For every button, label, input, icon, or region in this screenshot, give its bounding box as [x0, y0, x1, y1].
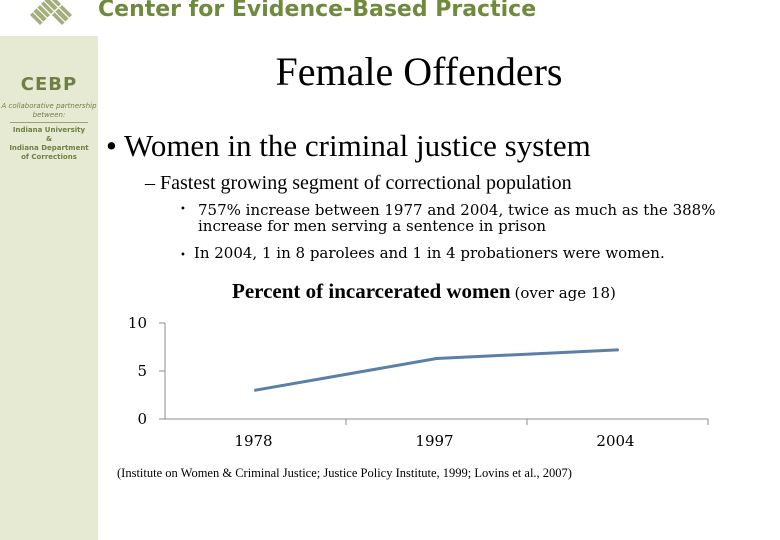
sidebar-logo: CEBP	[20, 74, 78, 95]
sidebar-partners: Indiana University & Indiana Department …	[9, 126, 89, 161]
org-name: Center for Evidence-Based Practice	[98, 0, 537, 22]
sidebar: CEBP A collaborative partnership between…	[0, 36, 98, 540]
bullet-level-1: • Women in the criminal justice system	[106, 128, 591, 163]
header-bar: Center for Evidence-Based Practice	[0, 0, 780, 34]
bullet-level-2: – Fastest growing segment of correctiona…	[145, 172, 572, 194]
x-tick-label: 1978	[234, 432, 272, 450]
chart-title-subtitle: (over age 18)	[514, 284, 616, 302]
series-point	[616, 348, 619, 352]
series-point	[435, 357, 438, 361]
y-tick-label: 5	[137, 362, 147, 380]
y-tick-label: 0	[137, 410, 147, 428]
x-tick-label: 2004	[596, 432, 634, 450]
series-line	[255, 348, 618, 392]
sidebar-tagline: A collaborative partnership between:	[1, 102, 97, 119]
citation: (Institute on Women & Criminal Justice; …	[117, 466, 572, 480]
bullet-level-3-increase: • 757% increase between 1977 and 2004, t…	[180, 202, 740, 234]
sidebar-divider	[10, 122, 88, 123]
chart-title: Percent of incarcerated women (over age …	[232, 279, 616, 304]
x-tick-label: 1997	[415, 432, 453, 450]
bullet-text: In 2004, 1 in 8 parolees and 1 in 4 prob…	[193, 244, 665, 262]
series-point	[254, 388, 257, 392]
slide-title: Female Offenders	[275, 49, 563, 94]
y-tick-label: 10	[128, 314, 147, 332]
bullet-dot: •	[180, 204, 186, 215]
chart-title-main: Percent of incarcerated women	[232, 279, 511, 303]
bullet-text: 757% increase between 1977 and 2004, twi…	[198, 201, 716, 235]
bullet-level-3-parolees: • In 2004, 1 in 8 parolees and 1 in 4 pro…	[180, 244, 665, 262]
cebp-diamond-logo-icon	[30, 0, 72, 25]
bullet-dot: •	[180, 250, 186, 261]
